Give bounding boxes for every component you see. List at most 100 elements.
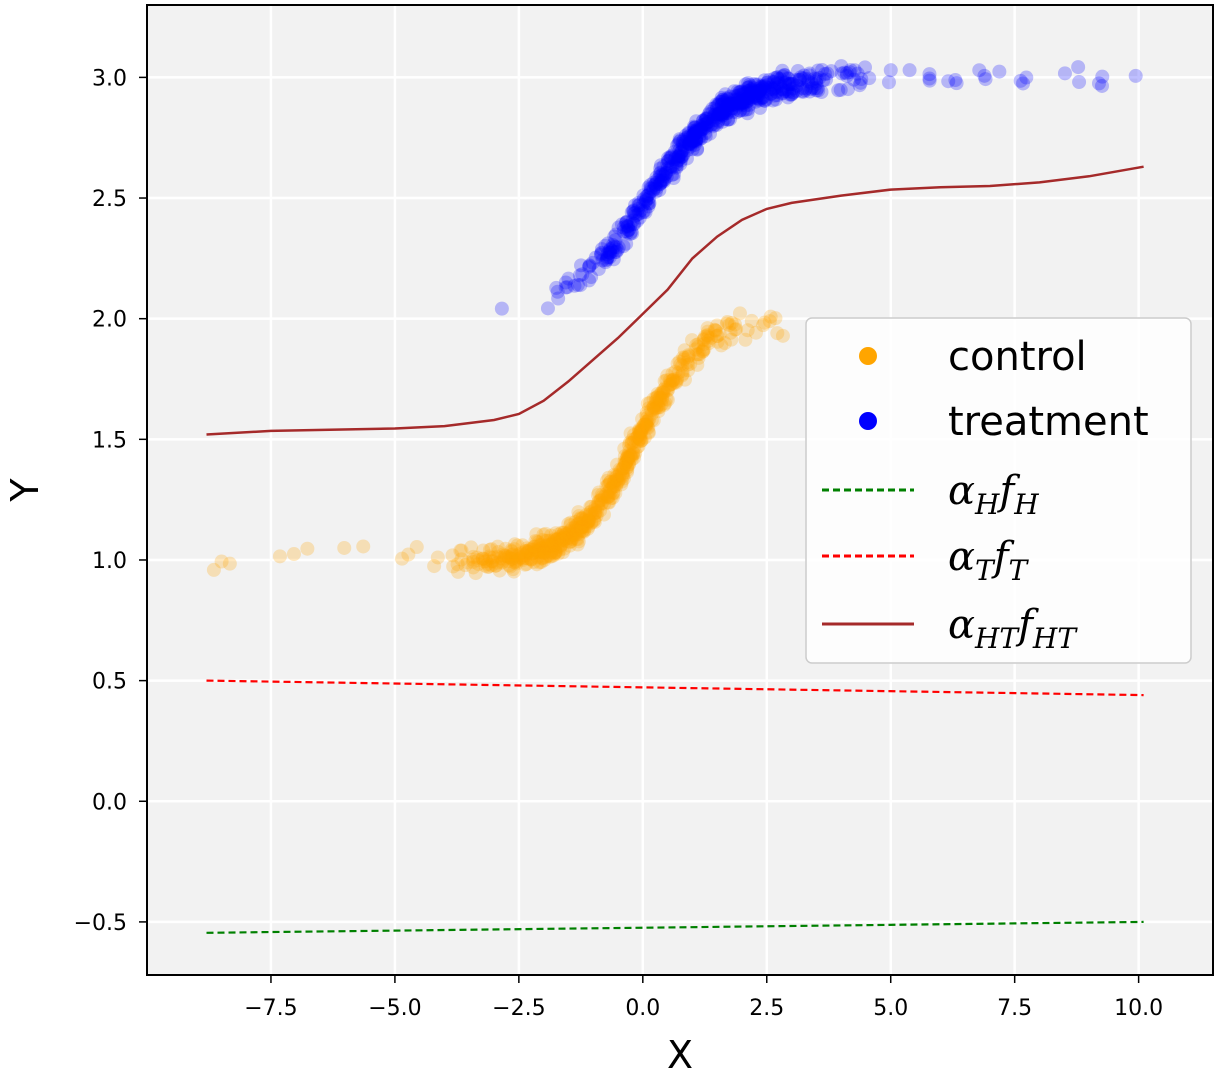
treatment-point [732, 84, 747, 99]
treatment-point [922, 67, 937, 82]
control-point [631, 439, 646, 454]
control-point [632, 422, 647, 437]
treatment-point [744, 91, 759, 106]
treatment-point [798, 83, 813, 98]
control-point [563, 518, 578, 533]
control-point [599, 486, 614, 501]
control-point [581, 513, 596, 528]
control-point [676, 352, 691, 367]
treatment-point [717, 96, 732, 111]
control-point [510, 549, 525, 564]
treatment-point [653, 166, 668, 181]
treatment-point [723, 96, 738, 111]
treatment-point [902, 63, 917, 78]
control-point [599, 479, 614, 494]
treatment-point [664, 159, 679, 174]
control-point [494, 551, 509, 566]
control-point [681, 349, 696, 364]
control-point [546, 534, 561, 549]
control-point [552, 533, 567, 548]
control-point [568, 528, 583, 543]
control-point [542, 549, 557, 564]
treatment-point [727, 84, 742, 99]
control-point [712, 327, 727, 342]
treatment-point [782, 84, 797, 99]
control-point [691, 347, 706, 362]
control-point [539, 538, 554, 553]
treatment-point [753, 100, 768, 115]
control-point [559, 531, 574, 546]
control-point [720, 315, 735, 330]
treatment-point [656, 159, 671, 174]
control-point [592, 493, 607, 508]
control-point [634, 433, 649, 448]
control-point [601, 470, 616, 485]
control-point [538, 526, 553, 541]
control-point [510, 538, 525, 553]
treatment-point [715, 106, 730, 121]
control-point [578, 515, 593, 530]
treatment-point [768, 92, 783, 107]
treatment-point [840, 82, 855, 97]
treatment-point [781, 90, 796, 105]
treatment-point [643, 178, 658, 193]
treatment-point [698, 111, 713, 126]
control-point [547, 546, 562, 561]
treatment-point [630, 213, 645, 228]
control-point [633, 427, 648, 442]
control-point [610, 457, 625, 472]
control-point [703, 330, 718, 345]
control-point [662, 378, 677, 393]
control-point [668, 364, 683, 379]
control-point [562, 524, 577, 539]
treatment-point [686, 134, 701, 149]
control-point [478, 558, 493, 573]
y-tick-label: 0.5 [92, 670, 127, 695]
control-point [214, 554, 229, 569]
control-point [563, 530, 578, 545]
control-point [609, 479, 624, 494]
treatment-point [761, 80, 776, 95]
treatment-point [714, 90, 729, 105]
control-point [505, 547, 520, 562]
treatment-point [735, 84, 750, 99]
treatment-point [550, 284, 565, 299]
treatment-point [770, 70, 785, 85]
control-point [622, 435, 637, 450]
treatment-point [712, 106, 727, 121]
treatment-point [778, 75, 793, 90]
control-point [641, 425, 656, 440]
control-point [620, 460, 635, 475]
treatment-point [724, 101, 739, 116]
treatment-point [714, 106, 729, 121]
treatment-point [847, 63, 862, 78]
treatment-point [763, 86, 778, 101]
control-point [503, 543, 518, 558]
control-point [690, 357, 705, 372]
control-point [300, 541, 315, 556]
control-point [677, 372, 692, 387]
treatment-point [708, 107, 723, 122]
treatment-point [655, 167, 670, 182]
control-point [494, 555, 509, 570]
treatment-point [688, 132, 703, 147]
control-point [477, 554, 492, 569]
treatment-point [809, 76, 824, 91]
treatment-point [653, 175, 668, 190]
control-point [530, 550, 545, 565]
control-point [691, 350, 706, 365]
treatment-point [601, 236, 616, 251]
treatment-point [730, 92, 745, 107]
legend-label-control: control [948, 334, 1087, 380]
control-point [356, 539, 371, 554]
control-point [518, 547, 533, 562]
control-point [606, 474, 621, 489]
control-point [575, 511, 590, 526]
treatment-point [673, 156, 688, 171]
control-point [617, 449, 632, 464]
control-point [565, 524, 580, 539]
treatment-point [748, 94, 763, 109]
control-point [409, 540, 424, 555]
control-point [607, 479, 622, 494]
control-point [587, 506, 602, 521]
